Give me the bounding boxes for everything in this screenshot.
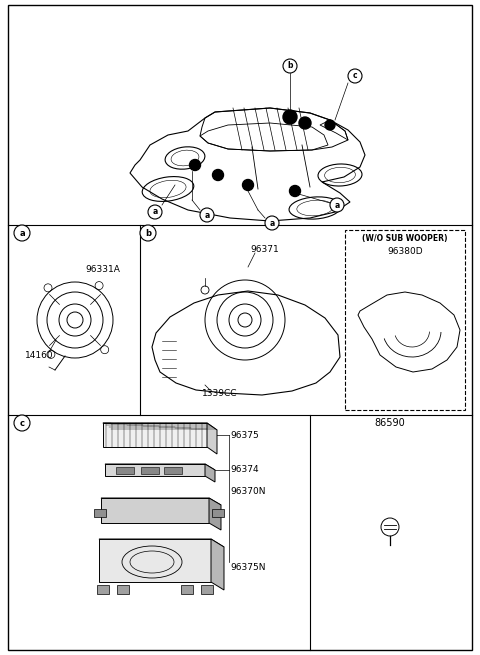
Text: 96380D: 96380D bbox=[387, 246, 423, 255]
Circle shape bbox=[148, 205, 162, 219]
Text: a: a bbox=[152, 208, 157, 217]
Circle shape bbox=[200, 208, 214, 222]
Text: 86590: 86590 bbox=[374, 418, 406, 428]
Text: b: b bbox=[287, 62, 293, 71]
Bar bbox=[345, 230, 465, 410]
Polygon shape bbox=[101, 498, 221, 505]
Bar bbox=[141, 467, 159, 474]
Polygon shape bbox=[99, 539, 224, 547]
Bar bbox=[181, 585, 193, 594]
Text: 96374: 96374 bbox=[230, 466, 259, 474]
Text: 1339CC: 1339CC bbox=[202, 388, 238, 398]
Bar bbox=[212, 509, 224, 517]
Bar bbox=[97, 585, 109, 594]
Polygon shape bbox=[105, 464, 205, 476]
Text: 14160: 14160 bbox=[25, 350, 54, 360]
Text: 96375: 96375 bbox=[230, 430, 259, 440]
Text: a: a bbox=[19, 229, 25, 238]
Polygon shape bbox=[103, 423, 207, 447]
Bar bbox=[201, 585, 213, 594]
Circle shape bbox=[190, 160, 201, 170]
Polygon shape bbox=[101, 498, 209, 523]
Polygon shape bbox=[209, 498, 221, 530]
Text: c: c bbox=[353, 71, 357, 81]
Circle shape bbox=[140, 225, 156, 241]
Circle shape bbox=[265, 216, 279, 230]
Bar bbox=[117, 585, 129, 594]
Circle shape bbox=[348, 69, 362, 83]
Circle shape bbox=[299, 117, 311, 129]
Polygon shape bbox=[207, 423, 217, 454]
Circle shape bbox=[289, 185, 300, 196]
Text: c: c bbox=[20, 419, 24, 428]
Polygon shape bbox=[211, 539, 224, 590]
Polygon shape bbox=[205, 464, 215, 482]
Polygon shape bbox=[105, 464, 215, 470]
Text: a: a bbox=[335, 200, 340, 210]
Bar bbox=[116, 467, 134, 474]
Text: (W/O SUB WOOPER): (W/O SUB WOOPER) bbox=[362, 234, 448, 244]
Text: a: a bbox=[204, 210, 210, 219]
Circle shape bbox=[14, 415, 30, 431]
Circle shape bbox=[283, 59, 297, 73]
Text: 96371: 96371 bbox=[251, 246, 279, 255]
Circle shape bbox=[330, 198, 344, 212]
Text: 96331A: 96331A bbox=[85, 265, 120, 274]
Text: b: b bbox=[145, 229, 151, 238]
Circle shape bbox=[14, 225, 30, 241]
Circle shape bbox=[283, 110, 297, 124]
Circle shape bbox=[242, 179, 253, 191]
Bar bbox=[164, 467, 182, 474]
Text: a: a bbox=[269, 219, 275, 227]
Circle shape bbox=[213, 170, 224, 181]
Text: 96370N: 96370N bbox=[230, 487, 265, 495]
Polygon shape bbox=[103, 423, 217, 430]
Bar bbox=[94, 509, 106, 517]
Polygon shape bbox=[99, 539, 211, 582]
Circle shape bbox=[325, 120, 335, 130]
Text: 96375N: 96375N bbox=[230, 563, 265, 572]
